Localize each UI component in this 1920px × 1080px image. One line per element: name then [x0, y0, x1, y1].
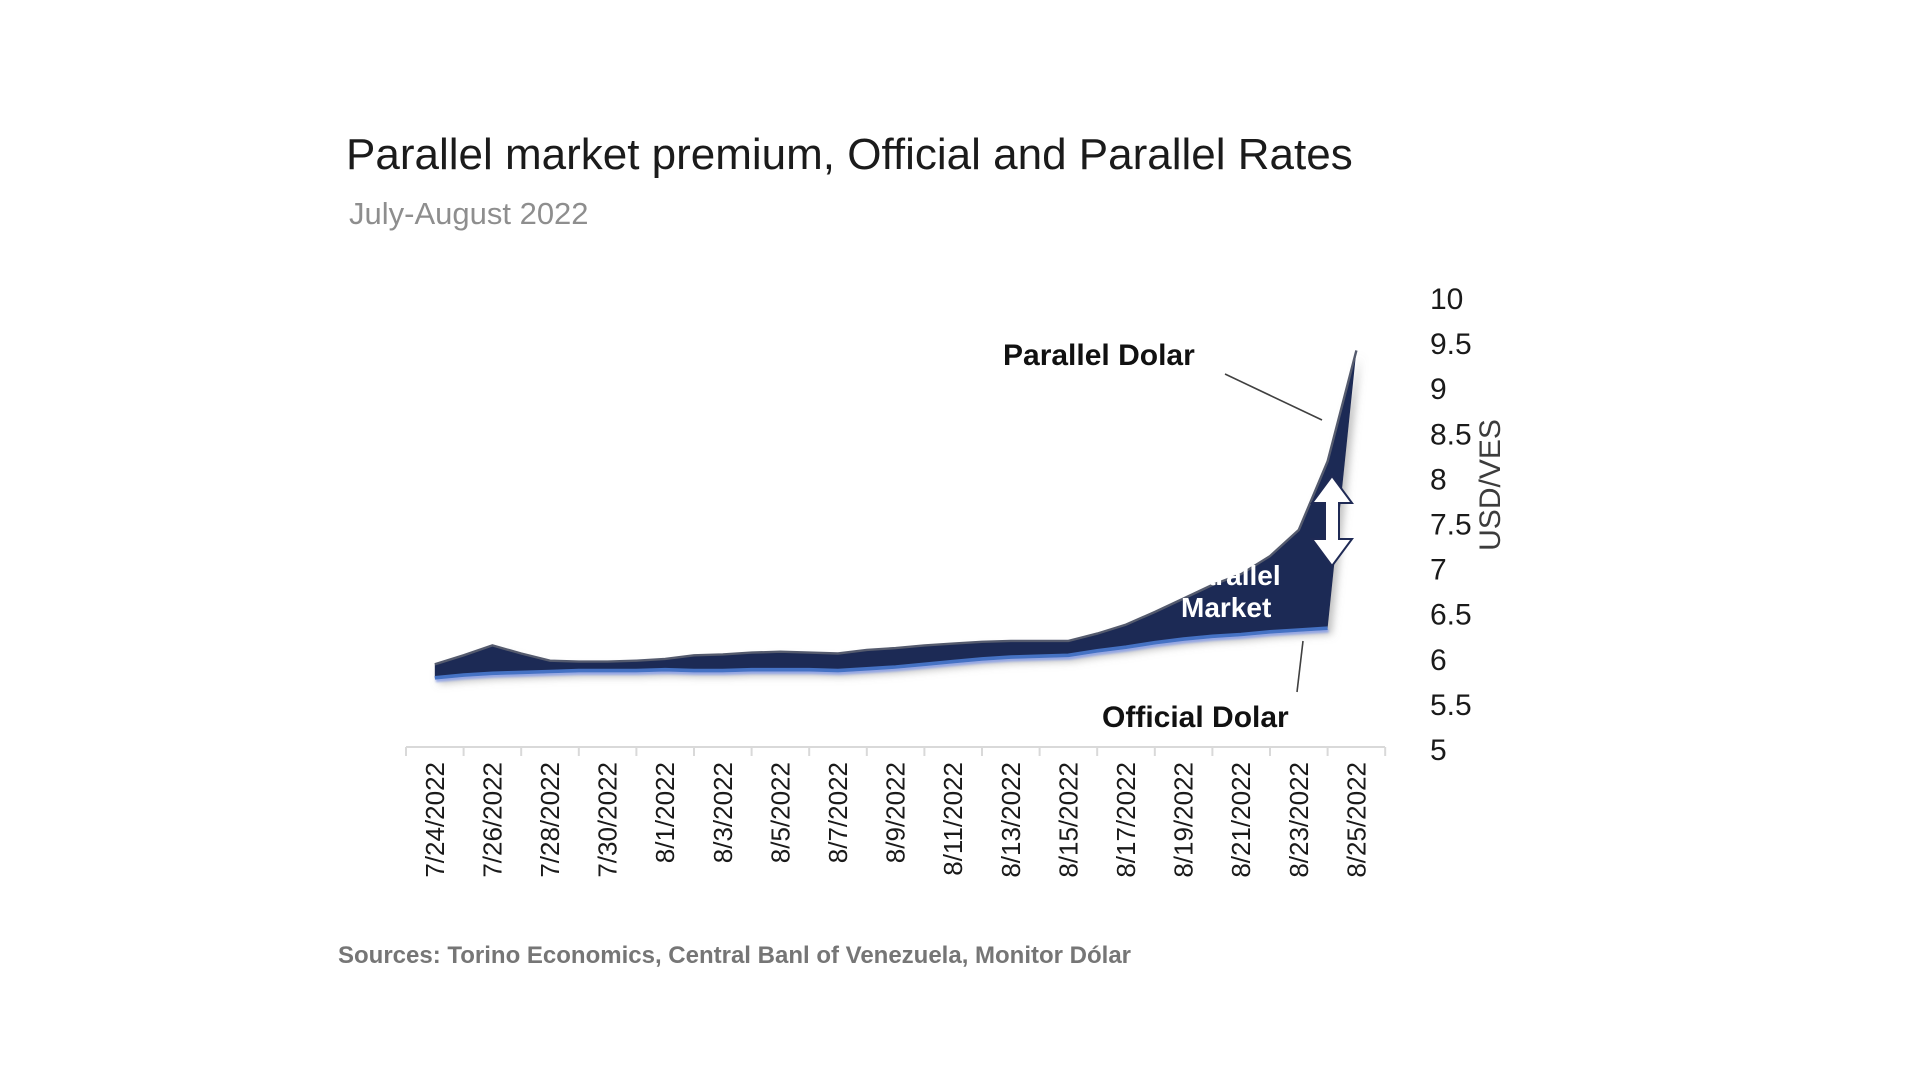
- y-tick-label: 9: [1430, 373, 1447, 406]
- official-dolar-callout-line: [1296, 640, 1304, 693]
- y-tick-label: 10: [1430, 283, 1463, 316]
- x-tick-label: 8/13/2022: [996, 762, 1026, 878]
- x-tick-label: 8/19/2022: [1169, 762, 1199, 878]
- y-tick-label: 8: [1430, 463, 1447, 496]
- x-tick-label: 8/3/2022: [708, 762, 738, 863]
- x-tick-label: 8/7/2022: [823, 762, 853, 863]
- x-tick-label: 8/17/2022: [1111, 762, 1141, 878]
- x-tick-label: 8/23/2022: [1284, 762, 1314, 878]
- x-tick-label: 8/25/2022: [1341, 762, 1371, 878]
- x-tick-label: 7/24/2022: [420, 762, 450, 878]
- y-axis-title: USD/VES: [1474, 419, 1507, 551]
- x-tick-label: 8/21/2022: [1226, 762, 1256, 878]
- annotation-parallel-market: Parallel Market: [1181, 560, 1281, 623]
- x-tick-label: 8/5/2022: [765, 762, 795, 863]
- source-note: Sources: Torino Economics, Central Banl …: [338, 942, 1132, 969]
- x-tick-label: 7/30/2022: [593, 762, 623, 878]
- y-tick-label: 5.5: [1430, 689, 1472, 722]
- y-tick-label: 8.5: [1430, 418, 1472, 451]
- x-tick-label: 8/9/2022: [881, 762, 911, 863]
- premium-band-area: [434, 350, 1357, 678]
- annotation-official-dolar: Official Dolar: [1102, 701, 1289, 734]
- x-tick-label: 8/1/2022: [650, 762, 680, 863]
- y-tick-label: 9.5: [1430, 328, 1472, 361]
- y-tick-label: 5: [1430, 734, 1447, 767]
- x-tick-label: 7/26/2022: [477, 762, 507, 878]
- premium-spread-arrow-icon: [1310, 474, 1354, 568]
- x-tick-label: 7/28/2022: [535, 762, 565, 878]
- x-tick-label: 8/15/2022: [1053, 762, 1083, 878]
- official-dolar-line: [434, 626, 1328, 680]
- chart-title: Parallel market premium, Official and Pa…: [346, 130, 1353, 179]
- y-tick-label: 7.5: [1430, 509, 1472, 542]
- y-tick-label: 6: [1430, 644, 1447, 677]
- y-tick-label: 6.5: [1430, 599, 1472, 632]
- chart-subtitle: July-August 2022: [349, 196, 589, 231]
- annotation-parallel-dolar: Parallel Dolar: [1003, 339, 1195, 372]
- parallel-dolar-callout-line: [1224, 373, 1323, 421]
- x-tick-label: 8/11/2022: [938, 762, 968, 876]
- parallel-dolar-line: [434, 350, 1358, 666]
- y-tick-label: 7: [1430, 554, 1447, 587]
